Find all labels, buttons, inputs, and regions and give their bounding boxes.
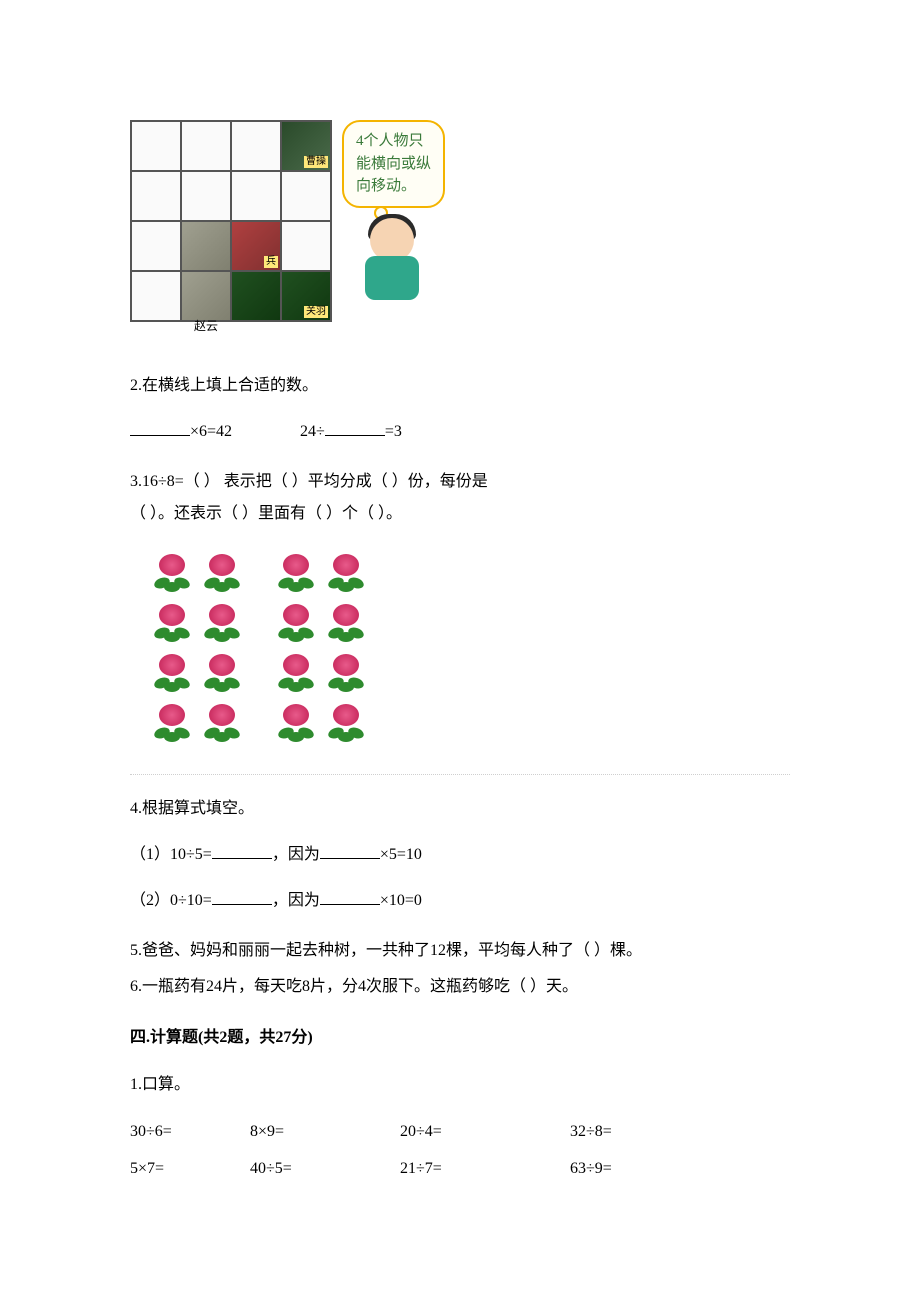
label-caocao: 曹操 <box>304 156 328 168</box>
q4-1c: ×5=10 <box>380 846 422 863</box>
flower-block-right <box>274 550 368 744</box>
flower-icon <box>324 550 368 594</box>
q2-label: 2.在横线上填上合适的数。 <box>130 370 790 402</box>
cell-bing: 兵 <box>231 221 281 271</box>
calc-cell: 63÷9= <box>570 1156 720 1182</box>
blank[interactable] <box>320 842 380 859</box>
flower-icon <box>274 550 318 594</box>
blank[interactable] <box>320 888 380 905</box>
q4-2b: ，因为 <box>272 892 320 909</box>
grid-cell <box>131 271 181 321</box>
q4-label: 4.根据算式填空。 <box>130 793 790 825</box>
grid-cell <box>181 121 231 171</box>
blank[interactable] <box>212 842 272 859</box>
question-6: 6.一瓶药有24片，每天吃8片，分4次服下。这瓶药够吃（ ）天。 <box>130 971 790 1003</box>
flower-icon <box>150 550 194 594</box>
grid-cell <box>131 121 181 171</box>
flower-figure <box>150 550 790 744</box>
q4-1b: ，因为 <box>272 846 320 863</box>
cell-guanyu <box>231 271 281 321</box>
grid-cell <box>231 121 281 171</box>
boy-illustration <box>352 214 432 304</box>
flower-icon <box>150 700 194 744</box>
calc-cell: 21÷7= <box>400 1156 570 1182</box>
grid-cell <box>181 171 231 221</box>
q5-text: 5.爸爸、妈妈和丽丽一起去种树，一共种了12棵，平均每人种了（ ）棵。 <box>130 942 642 959</box>
dotted-separator <box>130 774 790 775</box>
grid-cell <box>281 171 331 221</box>
calc-cell: 20÷4= <box>400 1119 570 1145</box>
calc-cell: 40÷5= <box>250 1156 400 1182</box>
flower-icon <box>274 700 318 744</box>
grid-cell <box>281 221 331 271</box>
q4-item2: （2）0÷10= ，因为 ×10=0 <box>130 885 790 917</box>
flower-icon <box>324 700 368 744</box>
boy-head <box>370 218 414 262</box>
flower-icon <box>150 600 194 644</box>
q4-1a: （1）10÷5= <box>130 846 212 863</box>
calc-cell: 30÷6= <box>130 1119 250 1145</box>
label-zhaoyun: 赵云 <box>194 317 218 336</box>
q2-expr2-suffix: =3 <box>385 423 402 440</box>
flower-icon <box>324 600 368 644</box>
q4-2c: ×10=0 <box>380 892 422 909</box>
calc-row-1: 30÷6= 8×9= 20÷4= 32÷8= <box>130 1119 790 1145</box>
flower-icon <box>200 600 244 644</box>
blank[interactable] <box>325 419 385 436</box>
question-5: 5.爸爸、妈妈和丽丽一起去种树，一共种了12棵，平均每人种了（ ）棵。 <box>130 935 790 967</box>
q2-expr2-prefix: 24÷ <box>300 423 325 440</box>
flower-block-left <box>150 550 244 744</box>
question-3: 3.16÷8=（ ） 表示把（ ）平均分成（ ）份，每份是 （ ）。还表示（ ）… <box>130 466 790 530</box>
flower-icon <box>274 650 318 694</box>
grid-wrap: 曹操 兵 赵云 关羽 <box>130 120 332 340</box>
calc-cell: 5×7= <box>130 1156 250 1182</box>
question-4: 4.根据算式填空。 （1）10÷5= ，因为 ×5=10 （2）0÷10= ，因为 ×1… <box>130 793 790 917</box>
section4-title: 四.计算题(共2题，共27分) <box>130 1025 790 1051</box>
puzzle-figure: 曹操 兵 赵云 关羽 <box>130 120 790 340</box>
q2-exprs: ×6=42 24÷ =3 <box>130 416 790 448</box>
flower-icon <box>274 600 318 644</box>
q6-text: 6.一瓶药有24片，每天吃8片，分4次服下。这瓶药够吃（ ）天。 <box>130 978 578 995</box>
flower-icon <box>150 650 194 694</box>
flower-icon <box>200 700 244 744</box>
blank[interactable] <box>212 888 272 905</box>
flower-icon <box>324 650 368 694</box>
q2-expr1-suffix: ×6=42 <box>190 423 232 440</box>
blank[interactable] <box>130 419 190 436</box>
cell-caocao: 曹操 <box>281 121 331 171</box>
worksheet-page: 曹操 兵 赵云 关羽 <box>0 0 920 1254</box>
boy-body <box>365 256 419 300</box>
grid-cell <box>231 171 281 221</box>
cell-zhaoyun-2: 赵云 <box>181 271 231 321</box>
flower-icon <box>200 550 244 594</box>
calc-row-2: 5×7= 40÷5= 21÷7= 63÷9= <box>130 1156 790 1182</box>
question-2: 2.在横线上填上合适的数。 ×6=42 24÷ =3 <box>130 370 790 448</box>
q3-line2: （ ）。还表示（ ）里面有（ ）个（ ）。 <box>130 498 790 530</box>
q3-line1: 3.16÷8=（ ） 表示把（ ）平均分成（ ）份，每份是 <box>130 466 790 498</box>
label-guanyu: 关羽 <box>304 306 328 318</box>
calc-cell: 32÷8= <box>570 1119 720 1145</box>
q4-2a: （2）0÷10= <box>130 892 212 909</box>
huarong-grid: 曹操 兵 赵云 关羽 <box>130 120 332 322</box>
cell-zhaoyun <box>181 221 231 271</box>
speech-text: 4个人物只 能横向或纵 向移动。 <box>356 133 431 194</box>
speech-bubble: 4个人物只 能横向或纵 向移动。 <box>342 120 445 208</box>
label-bing: 兵 <box>264 256 278 268</box>
speech-side: 4个人物只 能横向或纵 向移动。 <box>342 120 445 304</box>
q4-item1: （1）10÷5= ，因为 ×5=10 <box>130 839 790 871</box>
flower-icon <box>200 650 244 694</box>
grid-cell <box>131 171 181 221</box>
section4-q1-label: 1.口算。 <box>130 1069 790 1101</box>
cell-guanyu-2: 关羽 <box>281 271 331 321</box>
grid-cell <box>131 221 181 271</box>
calc-cell: 8×9= <box>250 1119 400 1145</box>
